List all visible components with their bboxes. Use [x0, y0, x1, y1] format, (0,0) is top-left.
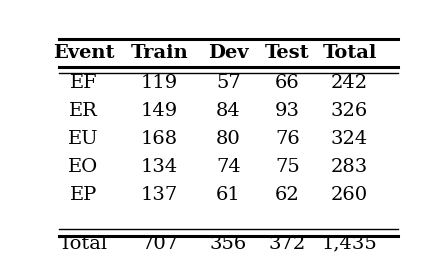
Text: 707: 707 — [141, 235, 178, 253]
Text: 93: 93 — [275, 102, 300, 120]
Text: 75: 75 — [275, 158, 300, 176]
Text: EP: EP — [70, 186, 97, 204]
Text: 356: 356 — [210, 235, 247, 253]
Text: Total: Total — [322, 44, 377, 62]
Text: EO: EO — [68, 158, 99, 176]
Text: ER: ER — [69, 102, 98, 120]
Text: 324: 324 — [331, 130, 368, 148]
Text: Dev: Dev — [208, 44, 249, 62]
Text: 62: 62 — [275, 186, 300, 204]
Text: Total: Total — [59, 235, 108, 253]
Text: 74: 74 — [216, 158, 241, 176]
Text: 137: 137 — [141, 186, 178, 204]
Text: 57: 57 — [216, 74, 241, 92]
Text: 283: 283 — [331, 158, 368, 176]
Text: 134: 134 — [141, 158, 178, 176]
Text: 119: 119 — [141, 74, 178, 92]
Text: 76: 76 — [275, 130, 300, 148]
Text: 326: 326 — [331, 102, 368, 120]
Text: EF: EF — [70, 74, 97, 92]
Text: 260: 260 — [331, 186, 368, 204]
Text: 149: 149 — [141, 102, 178, 120]
Text: 1,435: 1,435 — [322, 235, 377, 253]
Text: 80: 80 — [216, 130, 241, 148]
Text: Test: Test — [265, 44, 310, 62]
Text: 242: 242 — [331, 74, 368, 92]
Text: 66: 66 — [275, 74, 300, 92]
Text: Train: Train — [131, 44, 188, 62]
Text: EU: EU — [68, 130, 99, 148]
Text: 372: 372 — [268, 235, 306, 253]
Text: 168: 168 — [141, 130, 178, 148]
Text: 84: 84 — [216, 102, 241, 120]
Text: 61: 61 — [216, 186, 241, 204]
Text: Event: Event — [53, 44, 114, 62]
